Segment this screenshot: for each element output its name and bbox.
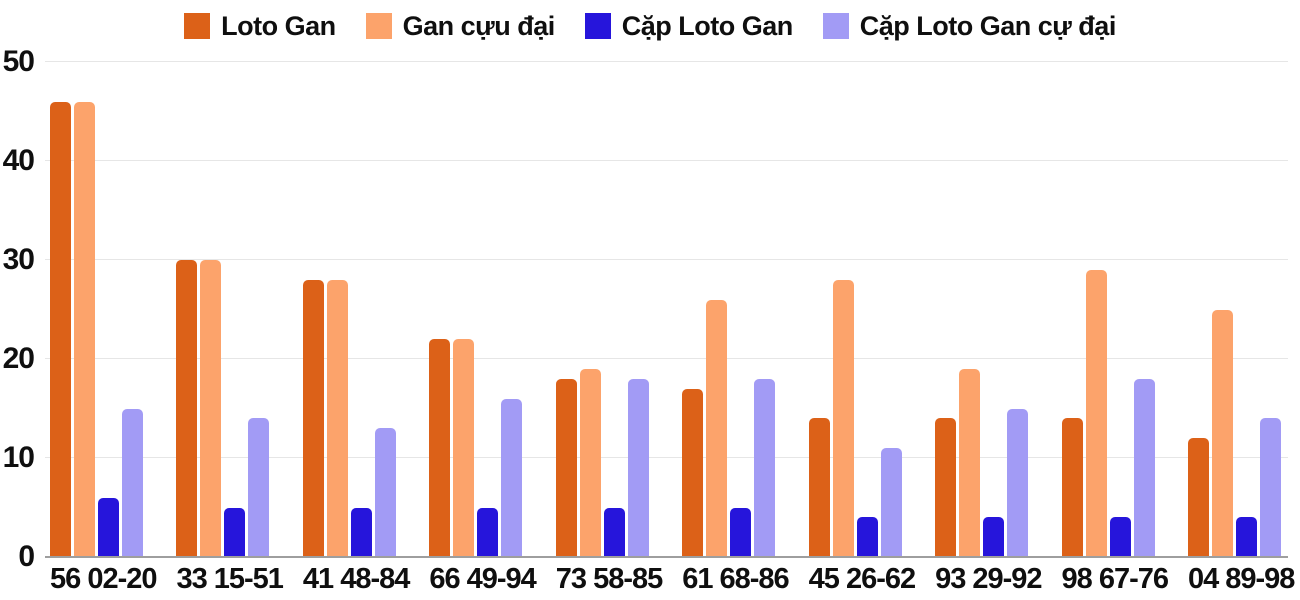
bar-cặp-loto-gan-cự-đại-8[interactable] <box>1007 408 1029 557</box>
legend-item-4: Cặp Loto Gan cự đại <box>822 10 1117 42</box>
x-tick-label-8: 93 29-92 <box>935 563 1043 595</box>
bar-loto-gan-10[interactable] <box>1187 438 1209 557</box>
bar-group-1 <box>50 62 143 557</box>
bar-group-10 <box>1187 62 1281 557</box>
bar-gan-cựu-đại-4[interactable] <box>453 339 475 557</box>
bar-group-4 <box>429 62 523 557</box>
y-tick-label-50: 50 <box>2 45 35 78</box>
bar-cặp-loto-gan-4[interactable] <box>477 507 499 557</box>
bar-gan-cựu-đại-10[interactable] <box>1211 309 1233 557</box>
x-tick-label-9: 98 67-76 <box>1061 563 1170 595</box>
legend-swatch-icon <box>365 13 392 39</box>
bar-cặp-loto-gan-2[interactable] <box>224 507 246 557</box>
bar-gan-cựu-đại-6[interactable] <box>706 299 728 557</box>
y-tick-label-10: 10 <box>2 441 35 474</box>
x-tick-label-5: 73 58-85 <box>555 563 664 595</box>
bar-loto-gan-6[interactable] <box>682 388 704 557</box>
bar-cặp-loto-gan-cự-đại-4[interactable] <box>501 398 523 557</box>
gridline-20 <box>45 358 1288 359</box>
bar-gan-cựu-đại-9[interactable] <box>1085 269 1107 557</box>
bar-cặp-loto-gan-5[interactable] <box>603 507 625 557</box>
x-tick-label-4: 66 49-94 <box>429 563 537 595</box>
bar-gan-cựu-đại-7[interactable] <box>832 279 854 557</box>
bar-loto-gan-9[interactable] <box>1061 418 1083 557</box>
legend-item-2: Gan cựu đại <box>365 10 556 42</box>
bar-group-3 <box>302 62 396 557</box>
bar-cặp-loto-gan-9[interactable] <box>1109 517 1131 557</box>
x-tick-label-7: 45 26-62 <box>808 563 917 595</box>
bar-loto-gan-4[interactable] <box>429 339 451 557</box>
legend-label: Cặp Loto Gan cự đại <box>859 10 1117 41</box>
x-axis: 56 02-20 33 15-51 41 48-84 66 49-94 73 58-85… <box>50 560 1296 598</box>
bar-gan-cựu-đại-5[interactable] <box>579 368 601 557</box>
x-tick-label-1: 56 02-20 <box>50 563 158 595</box>
gridline-10 <box>45 457 1288 458</box>
bar-gan-cựu-đại-3[interactable] <box>326 279 348 557</box>
x-tick-label-3: 41 48-84 <box>302 563 411 595</box>
legend-label: Gan cựu đại <box>402 10 556 41</box>
y-tick-label-30: 30 <box>2 243 35 276</box>
bar-cặp-loto-gan-1[interactable] <box>98 497 119 557</box>
bar-loto-gan-3[interactable] <box>302 279 324 557</box>
bar-cặp-loto-gan-cự-đại-10[interactable] <box>1259 418 1281 557</box>
bar-cặp-loto-gan-7[interactable] <box>856 517 878 557</box>
bar-group-5 <box>555 62 649 557</box>
gridline-50 <box>45 61 1288 62</box>
legend-item-1: Loto Gan <box>184 10 336 42</box>
bar-loto-gan-2[interactable] <box>176 260 198 557</box>
x-tick-label-6: 61 68-86 <box>682 563 790 595</box>
bar-loto-gan-5[interactable] <box>555 378 577 557</box>
bar-cặp-loto-gan-cự-đại-3[interactable] <box>374 428 396 557</box>
legend-swatch-icon <box>584 13 611 39</box>
y-tick-label-40: 40 <box>2 144 35 177</box>
plot-area <box>45 61 1288 558</box>
bar-cặp-loto-gan-6[interactable] <box>730 507 752 557</box>
bar-loto-gan-8[interactable] <box>935 418 957 557</box>
x-tick-label-10: 04 89-98 <box>1187 563 1296 595</box>
bar-cặp-loto-gan-cự-đại-9[interactable] <box>1133 378 1155 557</box>
bar-group-2 <box>176 62 270 557</box>
legend-swatch-icon <box>184 13 211 39</box>
legend-item-3: Cặp Loto Gan <box>584 10 794 42</box>
bar-group-7 <box>808 62 902 557</box>
bar-cặp-loto-gan-cự-đại-1[interactable] <box>122 408 143 557</box>
bar-cặp-loto-gan-cự-đại-5[interactable] <box>627 378 649 557</box>
bar-cặp-loto-gan-cự-đại-6[interactable] <box>754 378 776 557</box>
bar-gan-cựu-đại-2[interactable] <box>200 260 222 557</box>
y-tick-label-20: 20 <box>2 342 35 375</box>
y-tick-label-0: 0 <box>18 540 35 573</box>
gridline-30 <box>45 259 1288 260</box>
bar-group-8 <box>935 62 1029 557</box>
bar-gan-cựu-đại-8[interactable] <box>959 368 981 557</box>
legend-label: Cặp Loto Gan <box>621 10 794 41</box>
bar-cặp-loto-gan-8[interactable] <box>983 517 1005 557</box>
legend-label: Loto Gan <box>221 10 336 41</box>
bar-cặp-loto-gan-10[interactable] <box>1235 517 1257 557</box>
bars-row <box>50 62 1281 557</box>
bar-gan-cựu-đại-1[interactable] <box>74 101 95 557</box>
bar-loto-gan-7[interactable] <box>808 418 830 557</box>
bar-loto-gan-1[interactable] <box>50 101 71 557</box>
gridline-40 <box>45 160 1288 161</box>
bar-group-9 <box>1061 62 1155 557</box>
bar-cặp-loto-gan-cự-đại-7[interactable] <box>880 448 902 557</box>
legend-swatch-icon <box>822 13 849 39</box>
y-axis: 0 10 20 30 40 50 <box>0 47 35 572</box>
legend: Loto Gan Gan cựu đại Cặp Loto Gan Cặp Loto … <box>0 6 1300 46</box>
bar-cặp-loto-gan-3[interactable] <box>350 507 372 557</box>
bar-group-6 <box>682 62 776 557</box>
x-tick-label-2: 33 15-51 <box>176 563 284 595</box>
bar-cặp-loto-gan-cự-đại-2[interactable] <box>248 418 270 557</box>
x-axis-baseline <box>45 556 1288 558</box>
